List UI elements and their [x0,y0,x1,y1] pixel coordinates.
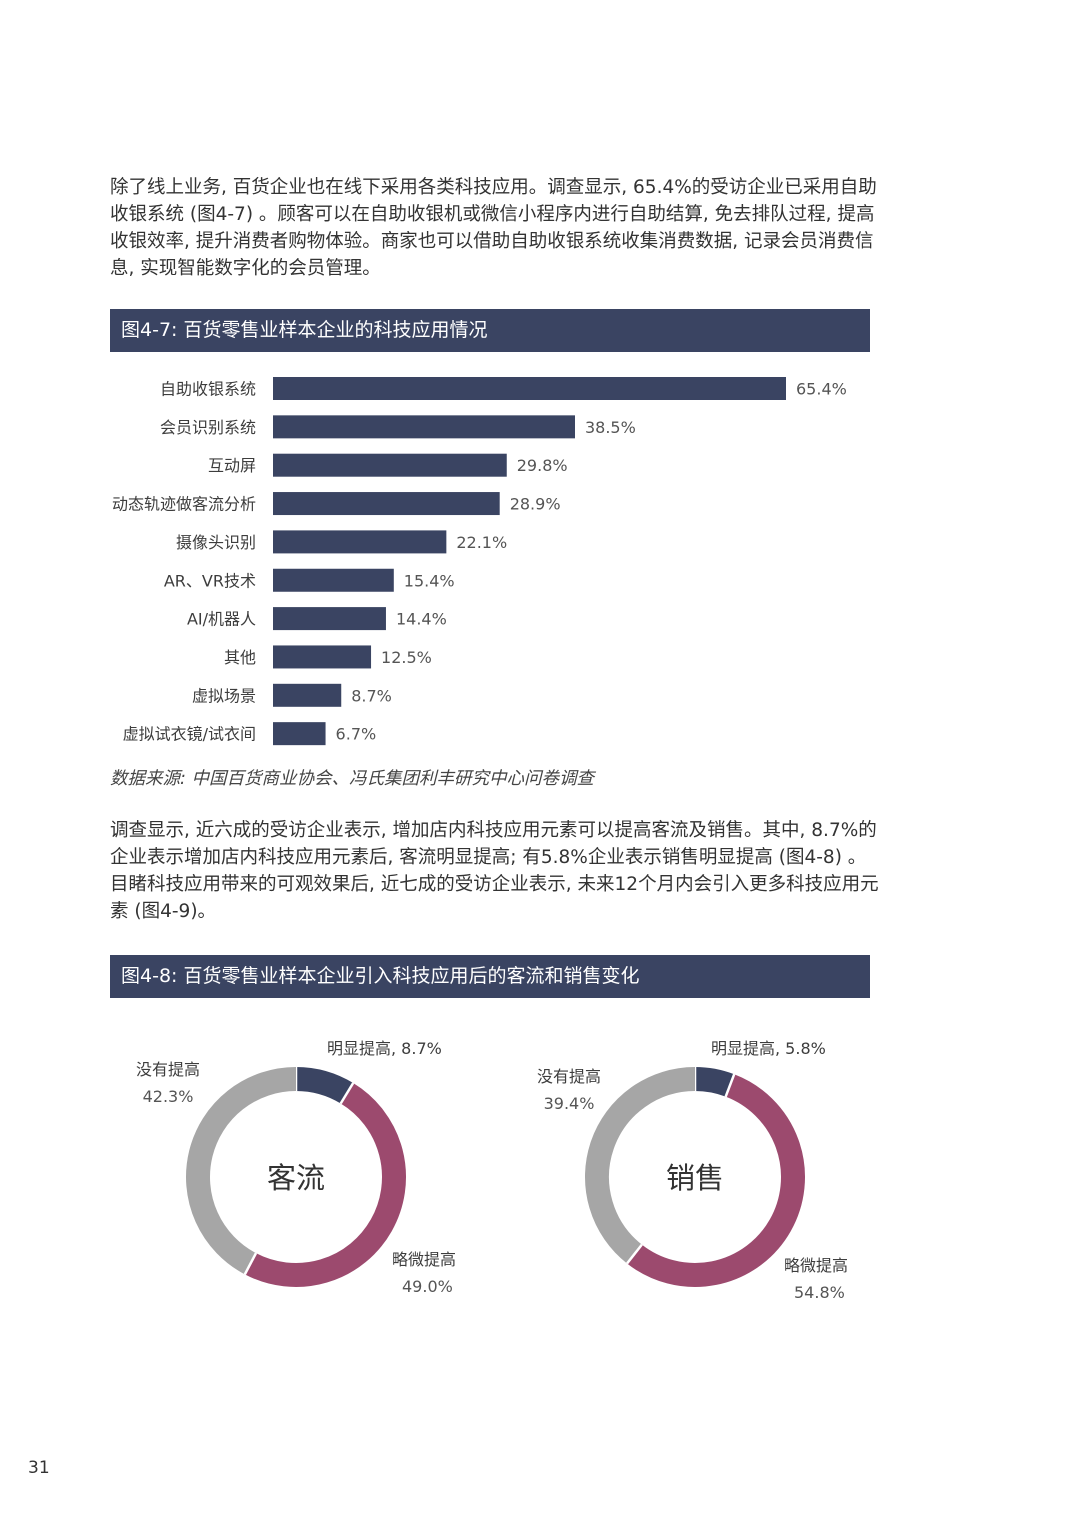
donut-slice-label: 39.4% [544,1094,595,1113]
bar [273,377,786,400]
donut-slice [627,1074,805,1287]
donut-center-label: 销售 [666,1161,724,1195]
intro-paragraph: 除了线上业务, 百货企业也在线下采用各类科技应用。调查显示, 65.4%的受访企… [110,177,877,279]
traffic-sales-donut-charts: 客流 明显提高, 8.7% 略微提高 49.0% 没有提高 42.3% 销售 明显提高, 5.… [136,1039,848,1302]
bar-value-label: 12.5% [381,648,432,667]
donut-slice-label: 略微提高 [784,1256,848,1275]
figure-4-7-header: 图4-7: 百货零售业样本企业的科技应用情况 [110,309,870,352]
bar [273,568,394,592]
bar [273,607,386,631]
bar [273,530,447,554]
bar [273,492,500,516]
tech-application-bar-chart: 自助收银系统 65.4% 会员识别系统 38.5% 互动屏 29.8% 动态轨迹做客流分析 2… [112,377,847,746]
bar-category-label: 虚拟场景 [192,686,256,705]
donut-slice [244,1083,406,1287]
bar-category-label: 会员识别系统 [160,418,256,437]
donut-slice-label: 54.8% [794,1283,845,1302]
bar-category-label: 动态轨迹做客流分析 [112,495,256,514]
bar-category-label: 摄像头识别 [176,533,256,552]
bar-value-label: 65.4% [796,380,847,399]
donut-slice [694,1067,735,1097]
bar-value-label: 38.5% [585,418,636,437]
bar-value-label: 6.7% [336,725,377,744]
bar-category-label: 互动屏 [208,456,256,475]
bar-value-label: 14.4% [396,610,447,629]
bar-value-label: 22.1% [456,533,507,552]
donut-slice-label: 明显提高, 8.7% [327,1039,442,1058]
donut-slice-label: 没有提高 [136,1060,200,1079]
bar [273,415,575,439]
bar [273,645,372,669]
donut-slice [186,1067,297,1275]
figure-4-8-header: 图4-8: 百货零售业样本企业引入科技应用后的客流和销售变化 [110,955,870,998]
bar-value-label: 29.8% [517,456,568,475]
donut-slice-label: 略微提高 [392,1250,456,1269]
bar-value-label: 15.4% [404,571,455,590]
donut-slice [295,1067,354,1104]
bar-value-label: 8.7% [351,686,392,705]
bar [273,722,326,746]
donut-slice-separator [724,1073,736,1098]
donut-slice-label: 49.0% [402,1277,453,1296]
data-source-note: 数据来源: 中国百货商业协会、冯氏集团利丰研究中心问卷调查 [110,769,594,789]
bar-value-label: 28.9% [510,495,561,514]
bar [273,453,507,477]
donut-slice-label: 没有提高 [537,1067,601,1086]
page-number: 31 [28,1458,50,1478]
donut-slice [585,1067,696,1264]
bar-category-label: 虚拟试衣镜/试衣间 [123,725,256,744]
bar-category-label: AR、VR技术 [164,571,256,590]
donut-slice-label: 42.3% [143,1087,194,1106]
bar-category-label: 自助收银系统 [160,380,256,399]
donut-slice-separator [626,1243,643,1265]
bar-category-label: 其他 [224,648,256,667]
bar-category-label: AI/机器人 [187,610,256,629]
donut-slice-label: 明显提高, 5.8% [711,1039,826,1058]
donut-center-label: 客流 [267,1161,325,1195]
donut-slice-separator [339,1082,355,1105]
second-paragraph: 调查显示, 近六成的受访企业表示, 增加店内科技应用元素可以提高客流及销售。其中… [110,820,879,922]
bar [273,683,342,707]
donut-slice-separator [243,1252,258,1275]
